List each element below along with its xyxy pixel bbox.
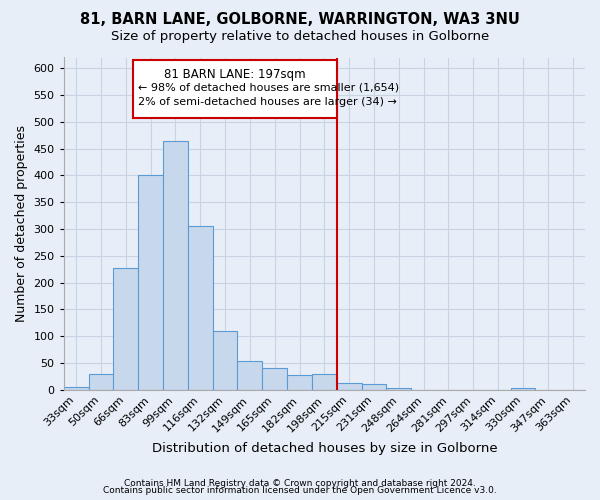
- Bar: [362, 384, 386, 390]
- Text: Contains public sector information licensed under the Open Government Licence v3: Contains public sector information licen…: [103, 486, 497, 495]
- Text: 81 BARN LANE: 197sqm: 81 BARN LANE: 197sqm: [164, 68, 306, 81]
- Bar: [511, 388, 535, 390]
- Bar: [312, 374, 337, 390]
- Bar: [287, 376, 312, 390]
- Text: 2% of semi-detached houses are larger (34) →: 2% of semi-detached houses are larger (3…: [138, 96, 397, 106]
- Bar: [89, 374, 113, 390]
- Bar: [212, 331, 238, 390]
- Bar: [188, 226, 212, 390]
- Bar: [64, 387, 89, 390]
- Bar: [138, 176, 163, 390]
- FancyBboxPatch shape: [133, 60, 337, 118]
- Text: Size of property relative to detached houses in Golborne: Size of property relative to detached ho…: [111, 30, 489, 43]
- Bar: [262, 368, 287, 390]
- Text: 81, BARN LANE, GOLBORNE, WARRINGTON, WA3 3NU: 81, BARN LANE, GOLBORNE, WARRINGTON, WA3…: [80, 12, 520, 28]
- Text: Contains HM Land Registry data © Crown copyright and database right 2024.: Contains HM Land Registry data © Crown c…: [124, 478, 476, 488]
- Bar: [113, 268, 138, 390]
- Bar: [238, 362, 262, 390]
- Y-axis label: Number of detached properties: Number of detached properties: [15, 125, 28, 322]
- Bar: [163, 140, 188, 390]
- Bar: [386, 388, 411, 390]
- Text: ← 98% of detached houses are smaller (1,654): ← 98% of detached houses are smaller (1,…: [138, 82, 400, 92]
- X-axis label: Distribution of detached houses by size in Golborne: Distribution of detached houses by size …: [152, 442, 497, 455]
- Bar: [337, 384, 362, 390]
